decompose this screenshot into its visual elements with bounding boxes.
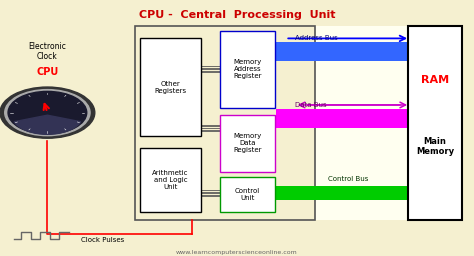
Bar bbox=[220, 177, 275, 212]
Circle shape bbox=[5, 90, 90, 136]
Bar bbox=[140, 148, 201, 212]
Circle shape bbox=[0, 87, 95, 138]
Bar bbox=[220, 115, 275, 172]
Bar bbox=[276, 186, 408, 200]
Bar bbox=[408, 26, 462, 220]
Text: Control Bus: Control Bus bbox=[328, 176, 368, 182]
Text: Clock Pulses: Clock Pulses bbox=[81, 237, 124, 243]
Wedge shape bbox=[14, 115, 81, 134]
Bar bbox=[276, 26, 408, 220]
Text: Control
Unit: Control Unit bbox=[235, 188, 260, 201]
Text: CPU -  Central  Processing  Unit: CPU - Central Processing Unit bbox=[139, 10, 335, 20]
Text: Other
Registers: Other Registers bbox=[155, 81, 187, 93]
Text: Main
Memory: Main Memory bbox=[416, 136, 454, 156]
Text: Arithmetic
and Logic
Unit: Arithmetic and Logic Unit bbox=[152, 170, 189, 190]
Text: Address Bus: Address Bus bbox=[295, 35, 337, 41]
Text: Memory
Address
Register: Memory Address Register bbox=[233, 59, 262, 79]
Text: Data Bus: Data Bus bbox=[295, 102, 327, 108]
Text: Electronic
Clock: Electronic Clock bbox=[28, 42, 66, 61]
Text: RAM: RAM bbox=[421, 75, 449, 85]
Text: CPU: CPU bbox=[36, 67, 58, 77]
Text: www.learncomputerscienceonline.com: www.learncomputerscienceonline.com bbox=[176, 250, 298, 255]
Bar bbox=[276, 109, 408, 128]
Bar bbox=[220, 31, 275, 108]
Bar bbox=[135, 26, 315, 220]
Bar bbox=[140, 38, 201, 136]
Circle shape bbox=[8, 91, 87, 134]
Bar bbox=[276, 42, 408, 61]
Text: Memory
Data
Register: Memory Data Register bbox=[233, 133, 262, 153]
